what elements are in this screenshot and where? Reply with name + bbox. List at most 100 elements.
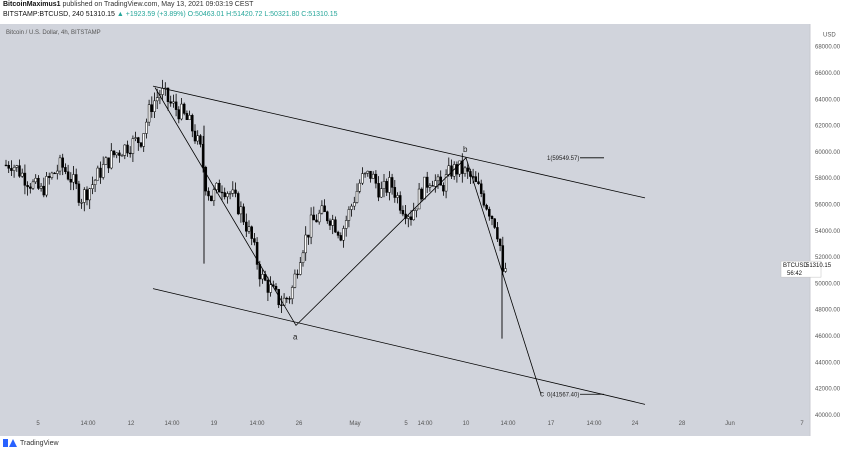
candle-body (258, 264, 262, 280)
candle-body (220, 191, 224, 194)
x-tick-label: May (349, 421, 360, 427)
candle-body (120, 155, 124, 157)
candle-body (493, 218, 496, 228)
current-price-symbol: BTCUSD (783, 263, 808, 269)
candles-group (4, 79, 507, 339)
candle-body (215, 182, 218, 190)
channel-lower-line[interactable] (152, 288, 646, 405)
symbol-info: BITSTAMP:BTCUSD, 240 51310.15 ▲ +1923.59… (3, 11, 338, 18)
candle-body (61, 157, 64, 168)
candle-body (118, 152, 121, 156)
candle-body (15, 165, 19, 168)
candle-body (350, 205, 353, 210)
candle-body (504, 268, 507, 272)
candle-body (4, 164, 8, 167)
candle-body (188, 115, 191, 120)
price-axis[interactable]: USD 40000.00 42000.00 44000.00 46000.00 48000… (815, 33, 841, 419)
candle-body (253, 238, 256, 243)
wave-b-label: b (463, 145, 468, 154)
y-tick-label: 66000.00 (815, 71, 841, 77)
candle-body (363, 172, 367, 175)
candle-body (23, 172, 27, 186)
candle-body (498, 238, 502, 246)
publish-date: published on TradingView.com, May 13, 20… (60, 1, 254, 8)
candle-body (326, 211, 329, 222)
y-tick-label: 56000.00 (815, 202, 841, 208)
candle-body (218, 182, 221, 193)
candle-body (390, 177, 394, 188)
candle-body (344, 220, 348, 229)
candle-body (88, 188, 91, 201)
chart-area[interactable]: Bitcoin / U.S. Dollar, 4h, BITSTAMP USD 4… (0, 24, 850, 436)
candle-body (182, 103, 186, 114)
channel-upper-line[interactable] (152, 85, 646, 199)
candle-body (401, 210, 405, 215)
candle-body (463, 167, 467, 174)
candle-body (409, 216, 413, 221)
author-name[interactable]: BitcoinMaximus1 (3, 1, 61, 8)
y-tick-label: 54000.00 (815, 229, 841, 235)
symbol-label: BITSTAMP:BTCUSD, 240 (3, 11, 84, 18)
candle-body (328, 220, 332, 226)
candle-body (444, 174, 448, 192)
current-price-value: 51310.15 (806, 263, 832, 269)
x-tick-label: 7 (800, 421, 804, 427)
y-tick-label: 64000.00 (815, 97, 841, 103)
candle-body (37, 177, 40, 189)
x-tick-label: 24 (632, 421, 639, 427)
x-tick-label: 5 (36, 421, 40, 427)
candle-body (458, 160, 461, 175)
candle-body (85, 189, 89, 201)
publish-info: BitcoinMaximus1 published on TradingView… (3, 1, 253, 8)
candle-body (417, 188, 421, 210)
candle-body (226, 193, 229, 198)
x-tick-label: Jun (725, 421, 735, 427)
candle-body (39, 185, 43, 189)
tradingview-logo[interactable]: TradingView (3, 439, 59, 447)
candle-body (466, 167, 469, 172)
x-tick-label: 12 (128, 421, 135, 427)
candle-body (309, 214, 313, 238)
candle-body (355, 191, 359, 203)
brand-name: TradingView (20, 439, 59, 447)
candle-body (423, 176, 426, 200)
wave-path[interactable] (154, 87, 542, 395)
candle-body (137, 137, 140, 144)
candle-body (442, 185, 445, 192)
candle-body (147, 104, 151, 123)
candle-body (425, 176, 429, 188)
candle-body (155, 97, 159, 102)
price-chart[interactable]: Bitcoin / U.S. Dollar, 4h, BITSTAMP USD 4… (0, 24, 850, 436)
candle-body (428, 185, 432, 188)
candle-body (212, 189, 216, 202)
current-price-tag[interactable] (780, 260, 822, 278)
candle-body (53, 172, 56, 175)
candle-body (10, 168, 13, 171)
candle-body (339, 235, 343, 241)
time-axis[interactable]: 5 14:00 12 14:00 19 14:00 26 May 5 14:00 10 14:00 17… (36, 421, 804, 427)
candle-body (385, 181, 388, 193)
candle-body (74, 174, 78, 185)
candle-body (31, 181, 35, 189)
candle-body (196, 135, 199, 142)
candle-body (228, 193, 232, 195)
candle-body (488, 208, 491, 217)
candle-body (277, 289, 280, 306)
candle-body (455, 164, 459, 175)
price-change: ▲ +1923.59 (+3.89%) (116, 11, 186, 18)
candle-body (245, 221, 248, 232)
candle-body (296, 273, 299, 276)
candle-body (7, 164, 10, 169)
candle-body (347, 209, 351, 221)
candle-body (415, 208, 418, 211)
candle-body (207, 190, 210, 197)
candle-body (290, 287, 294, 300)
candle-body (134, 137, 137, 139)
candle-body (50, 172, 54, 178)
candle-body (301, 252, 305, 263)
candle-body (223, 192, 226, 198)
candle-body (93, 179, 97, 185)
candle-body (361, 173, 364, 184)
candle-body (34, 177, 37, 183)
candle-body (231, 189, 235, 194)
